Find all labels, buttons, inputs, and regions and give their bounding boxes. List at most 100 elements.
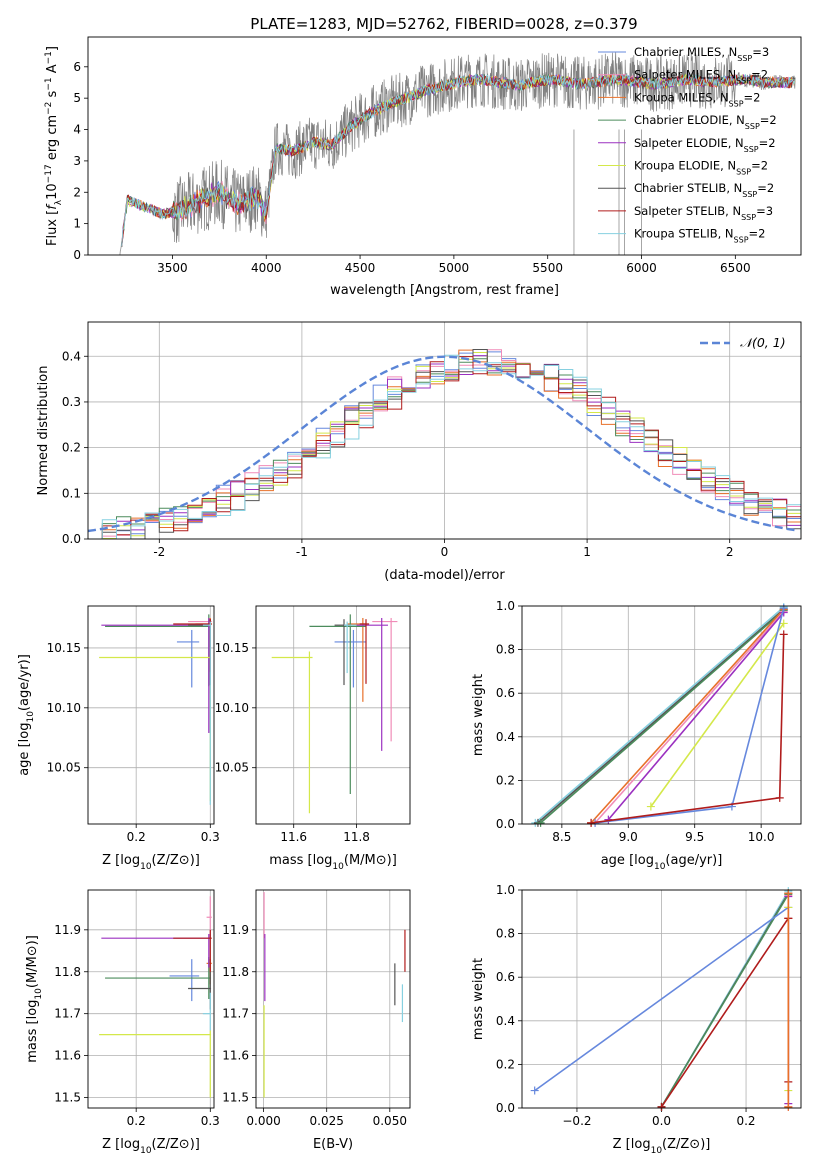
- y-tick-label: 0.8: [496, 927, 515, 941]
- y-tick-label: 10.15: [215, 641, 249, 655]
- age_vs_mass-frame: [255, 605, 411, 825]
- x-tick-label: 0.2: [127, 1114, 146, 1128]
- y-tick-label: 1.0: [496, 883, 515, 897]
- x-tick-label: 5000: [439, 261, 470, 275]
- y-tick-label: 11.7: [222, 1007, 249, 1021]
- weight-marker: [587, 818, 596, 827]
- y-tick-label: 10.05: [47, 761, 81, 775]
- mass_vs_Z-frame: [87, 889, 215, 1109]
- x-tick-label: 0: [441, 545, 449, 559]
- x-tick-label: 0.050: [373, 1114, 407, 1128]
- mass_vs_ebv-frame: [255, 889, 411, 1109]
- weight_vs_Z-ylabel: mass weight: [471, 958, 486, 1040]
- weight_vs_Z-xlabel: Z [log10(Z/Z⊙)]: [613, 1137, 711, 1156]
- y-tick-label: 3: [73, 154, 81, 168]
- weight-marker: [779, 604, 788, 613]
- y-tick-label: 0.6: [496, 686, 515, 700]
- weight-path: [594, 610, 785, 824]
- y-tick-label: 0.2: [496, 773, 515, 787]
- age_vs_mass-axes: 11.6 11.8 10.05 10.10 10.15: [215, 606, 410, 844]
- y-tick-label: 0.0: [496, 817, 515, 831]
- x-tick-label: 0.2: [736, 1114, 755, 1128]
- weight-path: [537, 608, 785, 824]
- weight-path: [607, 611, 785, 821]
- errorbar-point: [176, 629, 200, 688]
- weight-marker: [784, 1102, 793, 1111]
- y-tick-label: 0.3: [62, 395, 81, 409]
- model-spectrum-8: [121, 73, 796, 247]
- spectrum-plot: [119, 52, 796, 255]
- legend-label: Chabrier MILES, NSSP=3: [634, 45, 769, 63]
- weight_vs_age-plot: [531, 603, 788, 827]
- x-tick-label: -1: [296, 545, 308, 559]
- weight-path: [660, 893, 789, 1108]
- residuals-frame: [87, 321, 802, 540]
- y-tick-label: 11.9: [222, 923, 249, 937]
- legend-label: Salpeter MILES, NSSP=2: [634, 68, 768, 86]
- y-tick-label: 5: [73, 91, 81, 105]
- residual-histogram-8: [88, 354, 801, 539]
- legend-label: 𝒩(0, 1): [740, 335, 786, 350]
- y-tick-label: 11.6: [222, 1049, 249, 1063]
- weight_vs_age-axes: 8.5 9.0 9.5 10.0 0.0 0.2 0.4 0.6 0.8 1.0: [496, 599, 801, 844]
- legend-label: Kroupa ELODIE, NSSP=2: [634, 159, 768, 177]
- x-tick-label: 9.5: [685, 830, 704, 844]
- errorbar-point: [309, 614, 366, 795]
- weight-marker: [536, 818, 545, 827]
- y-tick-label: 1: [73, 217, 81, 231]
- errorbar-point: [271, 651, 313, 814]
- x-tick-label: 2: [726, 545, 734, 559]
- x-tick-label: 0.0: [652, 1114, 671, 1128]
- y-tick-label: 10.10: [47, 701, 81, 715]
- weight-path: [660, 917, 789, 1108]
- weight_vs_Z-axes: −0.2 0.0 0.2 0.0 0.2 0.4 0.6 0.8 1.0: [496, 883, 801, 1128]
- x-tick-label: 0.3: [201, 830, 220, 844]
- y-tick-label: 10.05: [215, 761, 249, 775]
- y-tick-label: 11.9: [54, 923, 81, 937]
- x-tick-label: 11.6: [280, 830, 307, 844]
- errorbar-point: [202, 621, 212, 805]
- y-tick-label: 0.2: [496, 1057, 515, 1071]
- weight-path: [534, 606, 785, 824]
- mass_vs_Z-xlabel: Z [log10(Z/Z⊙)]: [102, 1137, 200, 1156]
- mass_vs_ebv-plot: [263, 892, 406, 1098]
- errorbar-point: [372, 617, 398, 742]
- y-tick-label: 0.4: [496, 1014, 515, 1028]
- y-tick-label: 4: [73, 123, 81, 137]
- age_vs_Z-axes: 0.2 0.3 10.05 10.10 10.15: [47, 606, 220, 844]
- age_vs_mass-xlabel: mass [log10(M/M⊙)]: [269, 853, 397, 872]
- x-tick-label: 1: [583, 545, 591, 559]
- x-tick-label: 0.000: [246, 1114, 280, 1128]
- legend-label: Chabrier STELIB, NSSP=2: [634, 181, 774, 199]
- weight_vs_age-frame: [521, 605, 802, 825]
- weight-marker: [784, 889, 793, 898]
- y-tick-label: 10.10: [215, 701, 249, 715]
- errorbar-point: [173, 929, 212, 972]
- x-tick-label: 4500: [345, 261, 376, 275]
- y-tick-label: 0.1: [62, 486, 81, 500]
- errorbar-point: [99, 1030, 212, 1098]
- y-tick-label: 0.4: [62, 349, 81, 363]
- weight-marker: [530, 1086, 539, 1095]
- legend-label: Salpeter ELODIE, NSSP=2: [634, 136, 776, 154]
- spectrum-legend: Chabrier MILES, NSSP=3 Salpeter MILES, NS…: [598, 45, 777, 244]
- y-tick-label: 0.0: [496, 1101, 515, 1115]
- residuals-plot: [88, 349, 801, 539]
- y-tick-label: 10.15: [47, 641, 81, 655]
- legend-label: Salpeter STELIB, NSSP=3: [634, 204, 773, 222]
- y-tick-label: 0.4: [496, 730, 515, 744]
- weight_vs_Z-frame: [521, 889, 802, 1109]
- y-tick-label: 0: [73, 248, 81, 262]
- weight-path: [540, 609, 785, 824]
- x-tick-label: −0.2: [562, 1114, 591, 1128]
- y-tick-label: 11.8: [54, 965, 81, 979]
- errorbar-point: [359, 619, 370, 684]
- legend-label: Kroupa STELIB, NSSP=2: [634, 227, 765, 245]
- errorbar-point: [169, 959, 200, 1002]
- mass_vs_Z-plot: [99, 896, 212, 1098]
- x-tick-label: 10.0: [748, 830, 775, 844]
- y-tick-label: 0.2: [62, 441, 81, 455]
- legend-label: Chabrier ELODIE, NSSP=2: [634, 113, 777, 131]
